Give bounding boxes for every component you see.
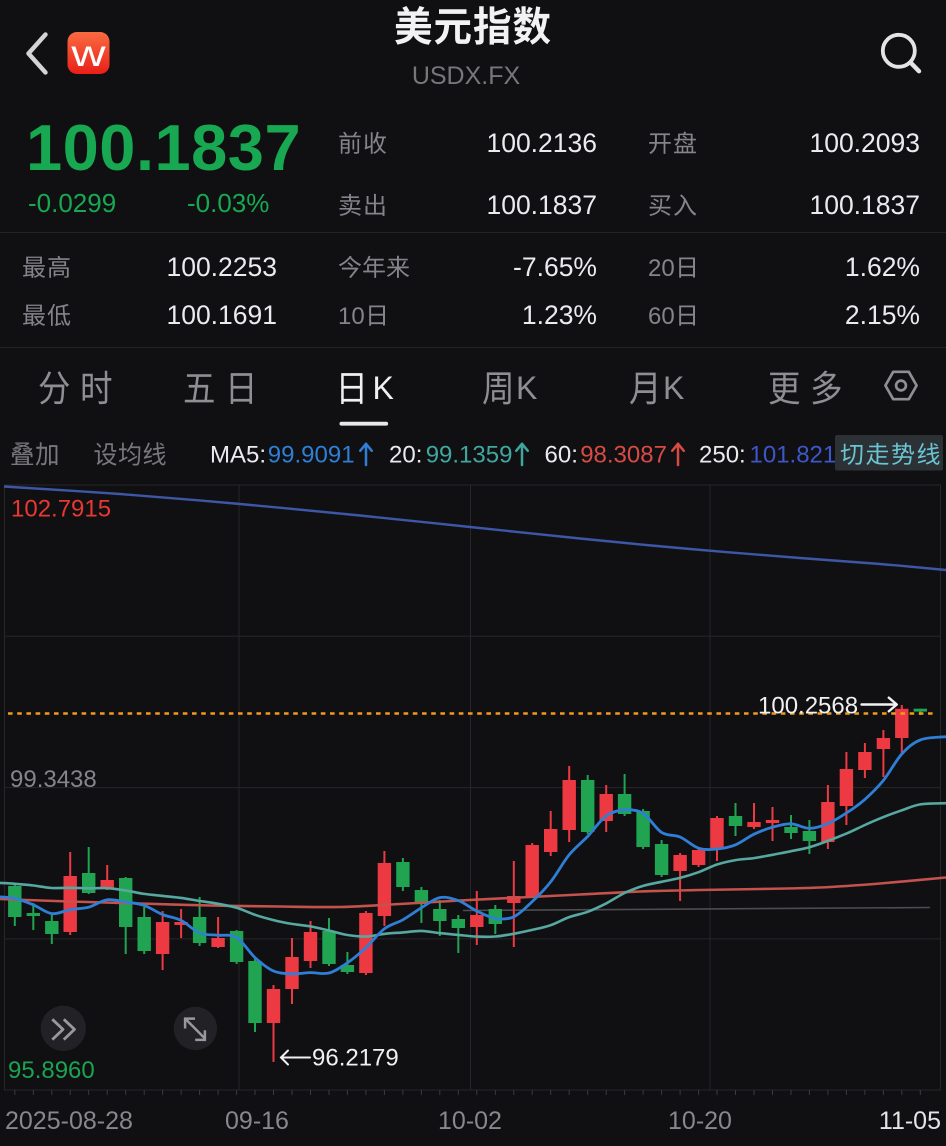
svg-text:10: 10 xyxy=(338,303,365,330)
svg-text:99.9091: 99.9091 xyxy=(268,442,355,469)
svg-text:-0.0299: -0.0299 xyxy=(28,188,116,218)
svg-text:2.15%: 2.15% xyxy=(845,300,920,330)
svg-text:10-02: 10-02 xyxy=(438,1107,502,1135)
svg-text:100.1691: 100.1691 xyxy=(166,300,277,330)
svg-text:K: K xyxy=(663,370,684,406)
svg-text:100.2568: 100.2568 xyxy=(758,693,858,720)
svg-text:100.1837: 100.1837 xyxy=(486,190,597,220)
svg-text:60: 60 xyxy=(648,303,675,330)
svg-text:60:: 60: xyxy=(545,442,578,469)
svg-text:99.1359: 99.1359 xyxy=(426,442,513,469)
svg-text:1.62%: 1.62% xyxy=(845,252,920,282)
svg-text:100.2093: 100.2093 xyxy=(809,128,920,158)
svg-text:20:: 20: xyxy=(389,442,422,469)
svg-text:2025-08-28: 2025-08-28 xyxy=(5,1107,133,1135)
svg-text:-0.03%: -0.03% xyxy=(187,188,269,218)
svg-text:10-20: 10-20 xyxy=(668,1107,732,1135)
svg-text:-7.65%: -7.65% xyxy=(513,252,597,282)
svg-text:95.8960: 95.8960 xyxy=(8,1057,95,1084)
svg-text:102.7915: 102.7915 xyxy=(11,496,111,523)
svg-text:USDX.FX: USDX.FX xyxy=(412,62,521,90)
svg-text:101.8217: 101.8217 xyxy=(750,442,850,469)
svg-text:MA5:: MA5: xyxy=(210,442,266,469)
svg-text:100.2136: 100.2136 xyxy=(486,128,597,158)
svg-text:99.3438: 99.3438 xyxy=(10,766,97,793)
svg-text:100.1837: 100.1837 xyxy=(26,111,301,184)
svg-text:11-05: 11-05 xyxy=(879,1107,941,1135)
svg-text:K: K xyxy=(373,370,394,406)
svg-text:96.2179: 96.2179 xyxy=(312,1045,399,1072)
svg-text:100.2253: 100.2253 xyxy=(166,252,277,282)
svg-text:20: 20 xyxy=(648,255,675,282)
svg-text:w: w xyxy=(70,34,106,75)
svg-text:09-16: 09-16 xyxy=(225,1107,289,1135)
svg-text:250:: 250: xyxy=(699,442,746,469)
svg-text:98.3087: 98.3087 xyxy=(580,442,667,469)
svg-text:K: K xyxy=(516,370,537,406)
svg-text:1.23%: 1.23% xyxy=(522,300,597,330)
svg-text:100.1837: 100.1837 xyxy=(809,190,920,220)
